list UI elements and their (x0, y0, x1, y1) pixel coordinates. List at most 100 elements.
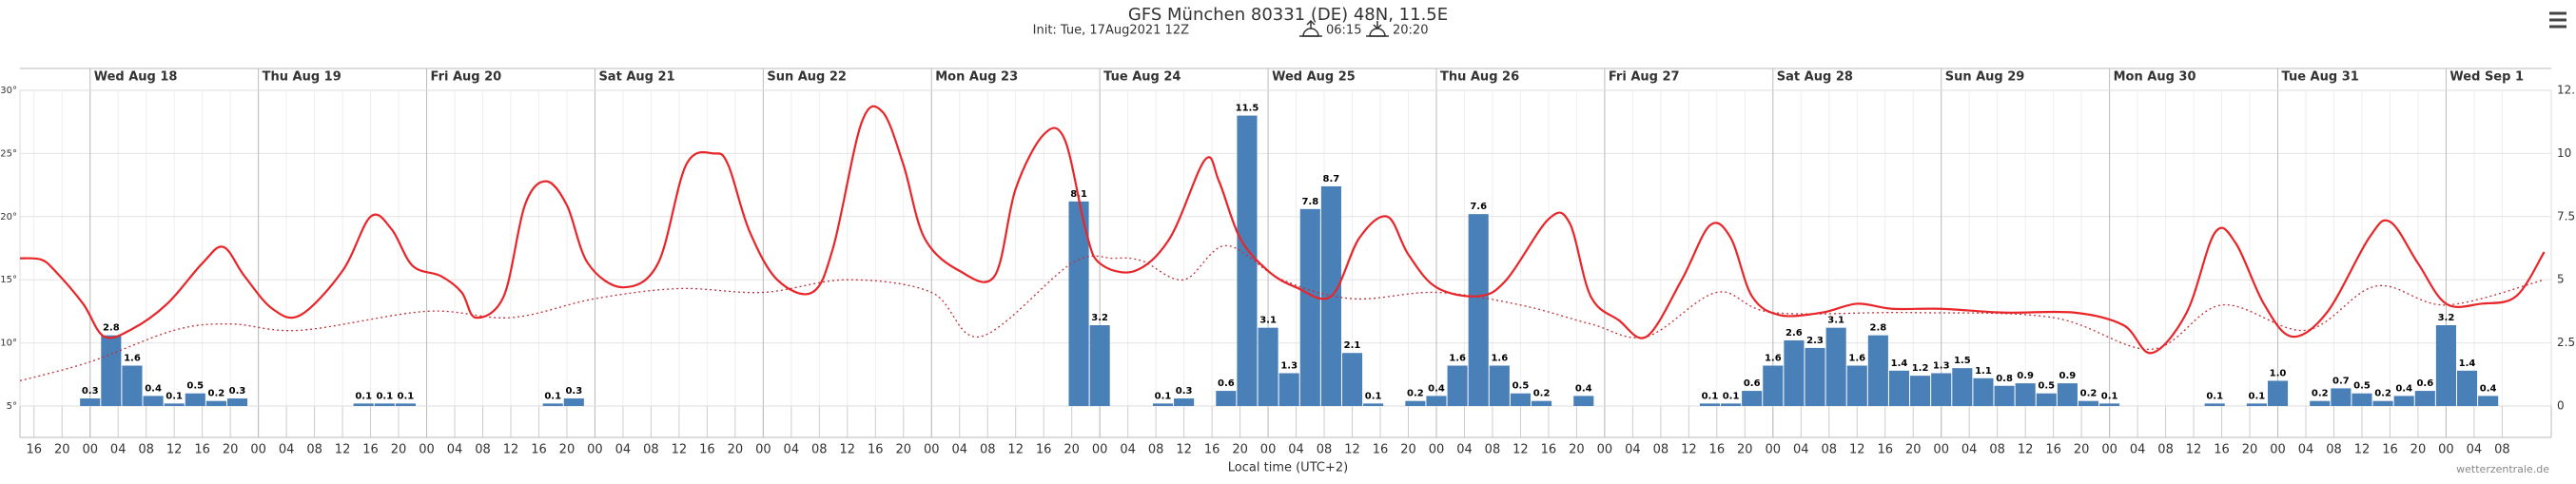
x-tick-label: 16 (2214, 443, 2230, 457)
precip-label: 0.1 (355, 391, 372, 401)
x-tick-label: 08 (1485, 443, 1501, 457)
precip-label: 2.3 (1806, 336, 1824, 346)
x-tick-label: 20 (2242, 443, 2258, 457)
y-tick-label: 10° (0, 339, 17, 349)
precip-label: 0.1 (1155, 391, 1172, 401)
x-tick-label: 16 (362, 443, 379, 457)
precip-bar (1784, 339, 1805, 406)
precip-label: 0.2 (2374, 389, 2391, 399)
precip-bar (2267, 380, 2289, 406)
temperature-line (19, 105, 2546, 355)
precip-bar (1510, 393, 1531, 406)
precip-bar (2331, 388, 2352, 406)
precip-label: 0.2 (1533, 389, 1551, 399)
x-tick-label: 00 (1597, 443, 1613, 457)
precip-bar (1531, 400, 1552, 406)
precip-bar (1888, 370, 1910, 406)
precip-label: 0.4 (145, 383, 162, 394)
x-tick-label: 16 (1204, 443, 1220, 457)
x-tick-label: 04 (2130, 443, 2146, 457)
x-tick-label: 20 (1737, 443, 1753, 457)
precip-bar (1573, 396, 1594, 406)
precip-label: 0.6 (2416, 378, 2433, 389)
precip-bar (353, 403, 374, 406)
x-tick-label: 08 (306, 443, 322, 457)
precip-label: 0.3 (82, 386, 99, 397)
precip-label: 1.4 (2459, 358, 2476, 369)
precip-bar (1174, 398, 1195, 406)
day-label: Tue Aug 31 (2282, 70, 2359, 85)
precip-label: 0.1 (166, 391, 183, 401)
precip-bar (2099, 403, 2120, 406)
day-label: Wed Sep 1 (2449, 70, 2524, 85)
x-tick-label: 04 (2467, 443, 2483, 457)
x-tick-label: 20 (223, 443, 239, 457)
precip-label: 3.1 (1259, 316, 1277, 326)
precip-label: 3.2 (1091, 313, 1108, 323)
precip-label: 0.9 (2059, 371, 2077, 381)
x-tick-label: 00 (1260, 443, 1277, 457)
precip-label: 7.8 (1301, 197, 1318, 207)
precip-bar (1699, 403, 1721, 406)
precip-bar (1089, 325, 1110, 406)
menu-button[interactable] (2549, 11, 2566, 29)
x-tick-label: 00 (2101, 443, 2117, 457)
day-label: Fri Aug 20 (431, 70, 502, 85)
x-tick-label: 00 (755, 443, 771, 457)
x-tick-label: 08 (1653, 443, 1669, 457)
day-label: Mon Aug 23 (935, 70, 1018, 85)
x-tick-label: 20 (559, 443, 576, 457)
y2-tick-label: 10 (2557, 146, 2571, 160)
x-tick-label: 20 (391, 443, 407, 457)
x-tick-label: 08 (2494, 443, 2510, 457)
precip-label: 3.1 (1827, 316, 1844, 326)
precip-bar (185, 393, 205, 406)
title: GFS München 80331 (DE) 48N, 11.5E (1128, 5, 1448, 25)
x-tick-label: 20 (1232, 443, 1248, 457)
y2-tick-label: 12.5 (2557, 84, 2576, 97)
precip-bar (1867, 335, 1888, 406)
precip-bar (1152, 403, 1174, 406)
x-tick-label: 12 (335, 443, 351, 457)
precip-label: 1.3 (1933, 360, 1950, 371)
x-tick-label: 04 (1625, 443, 1641, 457)
precip-label: 0.4 (1428, 383, 1445, 394)
precip-label: 1.6 (124, 354, 141, 364)
x-tick-label: 00 (250, 443, 266, 457)
x-tick-label: 12 (672, 443, 688, 457)
x-tick-label: 04 (784, 443, 800, 457)
precip-label: 0.3 (565, 386, 582, 397)
x-tick-label: 00 (1429, 443, 1445, 457)
x-tick-label: 04 (110, 443, 127, 457)
precip-bar (2352, 393, 2372, 406)
precip-label: 1.6 (1765, 354, 1782, 364)
precip-label: 0.9 (2017, 371, 2034, 381)
precip-bar (1805, 347, 1825, 406)
x-tick-label: 20 (1905, 443, 1922, 457)
precip-bar (1994, 385, 2015, 406)
precip-label: 0.5 (2353, 381, 2371, 392)
precip-bar (1216, 391, 1237, 406)
precip-bar (1447, 365, 1468, 406)
x-tick-label: 04 (615, 443, 632, 457)
x-tick-label: 04 (1120, 443, 1136, 457)
x-tick-label: 00 (419, 443, 435, 457)
day-label: Thu Aug 26 (1440, 70, 1519, 85)
precip-bar (1258, 327, 1278, 406)
x-tick-label: 12 (2018, 443, 2034, 457)
precip-bar (2310, 400, 2331, 406)
precip-label: 8.7 (1323, 174, 1340, 184)
x-tick-label: 08 (1989, 443, 2005, 457)
x-tick-label: 16 (26, 443, 42, 457)
precip-bar (2478, 396, 2499, 406)
precip-bar (1763, 365, 1784, 406)
subtitle: Init: Tue, 17Aug2021 12Z (1033, 24, 1189, 38)
precip-label: 1.4 (1891, 358, 1908, 369)
precip-bar (1426, 396, 1447, 406)
precip-label: 2.8 (1870, 323, 1887, 334)
precip-bar (205, 400, 226, 406)
day-label: Tue Aug 24 (1103, 70, 1181, 85)
precip-bar (80, 398, 101, 406)
day-label: Wed Aug 18 (94, 70, 178, 85)
day-label: Sun Aug 29 (1945, 70, 2025, 85)
